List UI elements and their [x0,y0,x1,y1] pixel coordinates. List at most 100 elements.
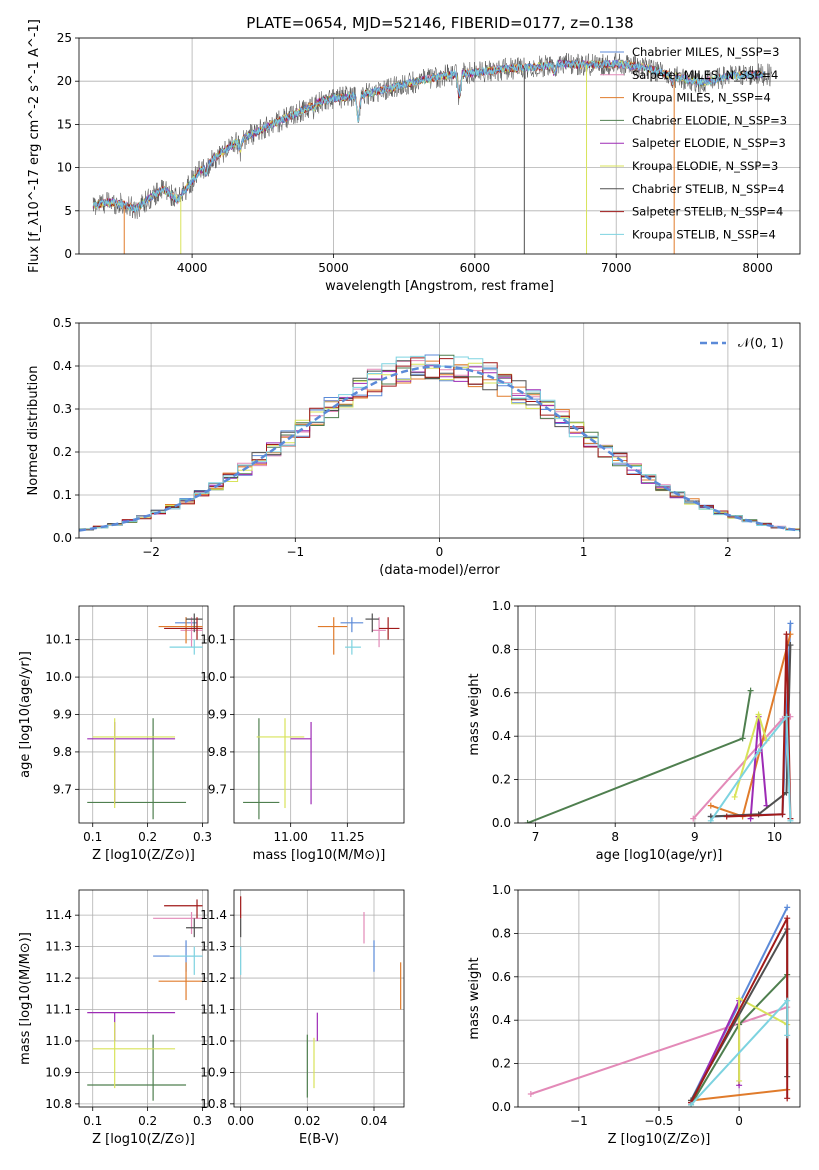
mass_vs_ebv-tick-label-y: 11.3 [200,940,227,954]
mass_vs_Z-point-salpeter_stelib [164,899,203,919]
spectrum-frame [78,37,801,255]
age_vs_mass-point-kroupa_miles [317,617,348,655]
weight_vs_age-series-chabrier_stelib [710,645,792,818]
legend-label-gaussian: 𝒩(0, 1) [738,335,784,350]
spectrum-line-kroupa_stelib [92,59,765,212]
weight_vs_age-marker-kroupa_miles [707,802,714,809]
residuals-tick-label-y: 0.0 [53,531,72,545]
mass_vs_ebv-tick-label-x: 0.02 [294,1114,321,1128]
mass_vs_ebv-frame [233,889,405,1108]
weight_vs_age-marker-chabrier_elodie [739,735,746,742]
spectrum-tick-label-y: 10 [57,161,72,175]
mass_vs_Z-ylabel: mass [log10(M/M⊙)] [18,932,33,1065]
spectrum-ylabel: Flux [f_λ10^-17 erg cm^-2 s^-1 A^-1] [27,19,42,273]
spectrum-plot-area [92,52,772,254]
weight_vs_Z-xlabel: Z [log10(Z/Z⊙)] [608,1132,711,1147]
weight_vs_age-chart: 7 8 9 10 0.0 0.2 0.4 0.6 0.8 1.0 age [log10(age/yr… [467,599,801,863]
weight_vs_age-marker-salpeter_miles [690,815,697,822]
legend-label-kroupa_miles: Kroupa MILES, N_SSP=4 [632,91,771,105]
spectrum-chart: 4000 5000 6000 7000 8000 0 5 10 15 20 25 wavelength… [27,19,801,294]
legend-label-salpeter_elodie: Salpeter ELODIE, N_SSP=3 [632,136,786,150]
legend-label-chabrier_elodie: Chabrier ELODIE, N_SSP=3 [632,113,787,127]
age_vs_mass-tick-label-y: 10.0 [200,670,227,684]
mass_vs_Z-point-kroupa_stelib [169,946,203,975]
mass_vs_Z-point-salpeter_elodie [87,1012,176,1041]
weight_vs_Z-tick-label-y: 1.0 [492,883,511,897]
mass_vs_Z-tick-label-y: 10.8 [45,1097,72,1111]
spectrum-tick-label-y: 5 [64,204,72,218]
mass_vs_Z-tick-label-y: 11.0 [45,1034,72,1048]
age_vs_Z-point-chabrier_elodie [87,718,187,820]
weight_vs_age-frame [517,605,801,824]
weight_vs_age-marker-chabrier_stelib [787,642,794,649]
age_vs_Z-plot-area [87,613,203,820]
mass_vs_Z-frame [78,889,209,1108]
weight_vs_Z-tick-label-y: 0.0 [492,1100,511,1114]
spectrum-tick-label-x: 6000 [460,261,491,275]
age_vs_mass-point-salpeter_miles [372,617,386,648]
spectrum-tick-label-y: 25 [57,31,72,45]
weight_vs_age-marker-chabrier_elodie [747,687,754,694]
weight_vs_age-tick-label-y: 1.0 [492,599,511,613]
mass_vs_Z-chart: 0.1 0.2 0.3 10.8 10.9 11.0 11.1 11.2 11.3 11.4 Z [… [18,889,212,1147]
mass_vs_ebv-chart: 0.00 0.02 0.04 10.8 10.9 11.0 11.1 11.2 11.3 11.4… [200,889,405,1147]
weight_vs_Z-tick-label-x: −1 [570,1114,588,1128]
age_vs_Z-tick-label-x: 0.1 [83,830,102,844]
age_vs_mass-grid [234,606,404,823]
spectrum-tick-label-x: 8000 [742,261,773,275]
weight_vs_Z-chart: −1 −0.5 0 0.0 0.2 0.4 0.6 0.8 1.0 Z [log10(Z/Z⊙)]… [467,883,801,1147]
mass_vs_Z-tick-label-y: 11.2 [45,971,72,985]
weight_vs_Z-plot-area [527,904,791,1107]
weight_vs_Z-tick-label-y: 0.4 [492,1013,511,1027]
age_vs_Z-point-kroupa_miles [158,617,203,644]
mass_vs_Z-grid [79,890,208,1107]
weight_vs_age-marker-kroupa_elodie [731,793,738,800]
weight_vs_age-marker-kroupa_stelib [783,713,790,720]
spectrum-tick-label-y: 20 [57,74,72,88]
age_vs_mass-point-kroupa_stelib [345,639,361,655]
age_vs_mass-xlabel: mass [log10(M/M⊙)] [253,848,386,863]
weight_vs_age-marker-kroupa_stelib [755,748,762,755]
mass_vs_Z-tick-label-y: 10.9 [45,1065,72,1079]
age_vs_mass-tick-label-x: 11.25 [330,830,364,844]
age_vs_Z-tick-label-y: 9.7 [53,782,72,796]
weight_vs_Z-ylabel: mass weight [467,957,482,1039]
weight_vs_Z-marker-salpeter_stelib [784,915,791,922]
mass_vs_ebv-tick-label-x: 0.04 [361,1114,388,1128]
age_vs_mass-tick-label-y: 9.9 [208,708,227,722]
age_vs_mass-point-chabrier_miles [340,617,364,633]
spectrum-tick-label-x: 5000 [318,261,349,275]
weight_vs_age-ylabel: mass weight [467,673,482,755]
age_vs_mass-plot-area [243,613,400,820]
mass_vs_Z-tick-label-x: 0.2 [138,1114,157,1128]
age_vs_Z-tick-label-y: 10.1 [45,633,72,647]
age_vs_mass-point-chabrier_elodie [243,718,280,820]
spectrum-xlabel: wavelength [Angstrom, rest frame] [325,279,554,294]
weight_vs_age-marker-chabrier_elodie [524,820,531,823]
weight_vs_Z-tick-label-y: 0.6 [492,970,511,984]
mass_vs_ebv-plot-area [240,896,402,1098]
legend-label-chabrier_stelib: Chabrier STELIB, N_SSP=4 [632,182,784,196]
residuals-chart: −2 −1 0 1 2 0.0 0.1 0.2 0.3 0.4 0.5 𝒩(0, 1) (data-mo… [26,316,801,578]
weight_vs_age-marker-salpeter_stelib [723,813,730,820]
age_vs_mass-tick-label-y: 9.8 [208,745,227,759]
mass_vs_Z-point-kroupa_miles [158,962,203,1001]
weight_vs_Z-tick-label-y: 0.8 [492,926,511,940]
age_vs_Z-point-kroupa_elodie [92,718,176,809]
mass_vs_Z-plot-area [87,899,203,1101]
mass_vs_ebv-xlabel: E(B-V) [299,1132,339,1147]
legend-label-salpeter_miles: Salpeter MILES, N_SSP=4 [632,68,778,82]
weight_vs_age-series-salpeter_miles [692,715,791,820]
weight_vs_age-tick-label-y: 0.8 [492,642,511,656]
residuals-tick-label-y: 0.1 [53,488,72,502]
weight_vs_Z-tick-label-y: 0.2 [492,1057,511,1071]
mass_vs_ebv-tick-label-y: 10.9 [200,1065,227,1079]
age_vs_Z-ylabel: age [log10(age/yr)] [18,651,33,778]
mass_vs_ebv-tick-label-y: 11.4 [200,908,227,922]
age_vs_mass-point-salpeter_elodie [290,721,312,805]
age_vs_Z-frame [78,605,209,824]
residuals-tick-label-y: 0.4 [53,359,72,373]
mass_vs_ebv-tick-label-x: 0.00 [227,1114,254,1128]
age_vs_mass-point-chabrier_stelib [365,613,380,633]
weight_vs_age-marker-salpeter_stelib [779,811,786,818]
